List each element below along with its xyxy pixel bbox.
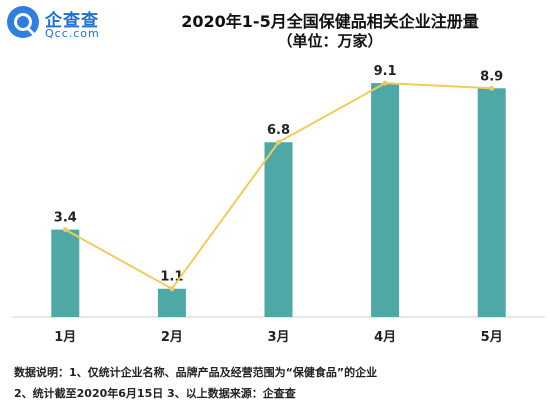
trend-point-5 <box>489 85 495 91</box>
trend-point-2 <box>169 286 175 292</box>
footnote-line-2: 2、统计截至2020年6月15日 3、以上数据来源：企查查 <box>14 387 296 400</box>
x-tick-label-5: 5月 <box>481 330 503 345</box>
x-tick-label-2: 2月 <box>161 330 183 345</box>
chart-title: 2020年1-5月全国保健品相关企业注册量 <box>181 12 479 31</box>
bar-4 <box>371 83 400 317</box>
logo-domain: Qcc.com <box>45 27 100 40</box>
trend-point-1 <box>62 227 68 233</box>
data-label-1: 3.4 <box>54 211 77 226</box>
trend-point-3 <box>276 139 281 145</box>
data-label-3: 6.8 <box>267 123 290 138</box>
bar-2 <box>157 288 186 317</box>
x-tick-label-3: 3月 <box>267 330 289 345</box>
trend-point-4 <box>382 80 388 86</box>
bar-5 <box>477 88 506 318</box>
chart-subtitle: （单位：万家） <box>277 32 383 50</box>
x-tick-label-1: 1月 <box>54 330 76 345</box>
bar-3 <box>264 142 293 317</box>
x-tick-label-4: 4月 <box>374 330 396 345</box>
logo-name: 企查查 <box>45 11 99 31</box>
bar-1 <box>51 229 80 317</box>
magnifier-icon <box>7 6 39 38</box>
qcc-logo: 企查查 Qcc.com <box>7 6 117 40</box>
data-label-4: 9.1 <box>374 64 397 79</box>
data-label-5: 8.9 <box>480 69 503 84</box>
footnote-line-1: 数据说明：1、仅统计企业名称、品牌产品及经营范围为“保健食品”的企业 <box>14 366 378 379</box>
